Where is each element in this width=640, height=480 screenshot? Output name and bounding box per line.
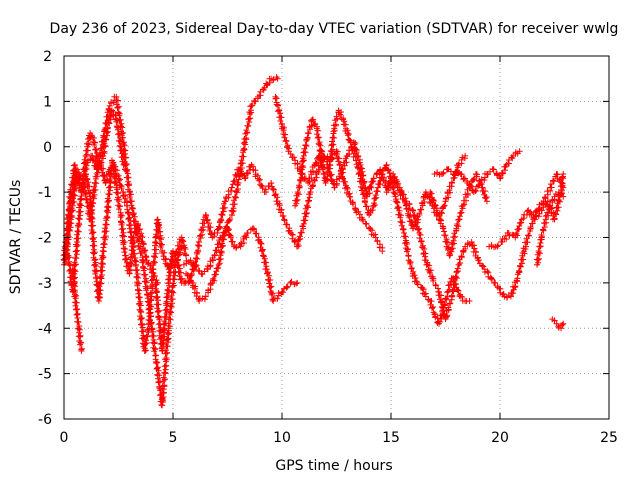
series-sat-06 [183, 74, 281, 305]
series-markers [69, 266, 85, 354]
y-tick-label: 0 [43, 140, 52, 156]
y-tick-label: -6 [38, 412, 52, 428]
series-sat-12 [427, 170, 490, 259]
y-tick-label: -4 [38, 321, 52, 337]
y-tick-label: -1 [38, 185, 52, 201]
y-tick-label: -5 [38, 367, 52, 383]
series-sat-09 [292, 107, 473, 327]
data-points [60, 74, 567, 409]
series-markers [533, 189, 567, 268]
axis-ticks [63, 55, 610, 420]
y-tick-label: 1 [43, 94, 52, 110]
series-markers [292, 107, 473, 327]
series-markers [180, 148, 386, 273]
x-tick-label: 5 [169, 430, 178, 446]
series-markers [152, 225, 301, 354]
y-axis-label: SDTVAR / TECUs [8, 180, 24, 295]
series-sat-15 [549, 316, 567, 332]
y-tick-label: -3 [38, 276, 52, 292]
series-sat-04 [69, 266, 85, 354]
tick-labels: 0 5 10 15 20 25 -6 -5 -4 -3 -2 -1 0 1 2 [38, 49, 618, 446]
x-tick-label: 25 [600, 430, 618, 446]
x-axis-label: GPS time / hours [275, 458, 392, 474]
chart-title: Day 236 of 2023, Sidereal Day-to-day VTE… [50, 21, 619, 37]
series-markers [427, 170, 490, 259]
series-markers [183, 74, 281, 305]
series-markers [549, 316, 567, 332]
y-tick-label: -2 [38, 231, 52, 247]
x-tick-label: 20 [491, 430, 509, 446]
grid [64, 56, 609, 419]
series-sat-05 [152, 225, 301, 354]
x-tick-label: 15 [382, 430, 400, 446]
series-sat-07 [180, 148, 386, 273]
y-tick-label: 2 [43, 49, 52, 65]
series-sat-14 [533, 189, 567, 268]
x-tick-label: 0 [60, 430, 69, 446]
x-tick-label: 10 [273, 430, 291, 446]
